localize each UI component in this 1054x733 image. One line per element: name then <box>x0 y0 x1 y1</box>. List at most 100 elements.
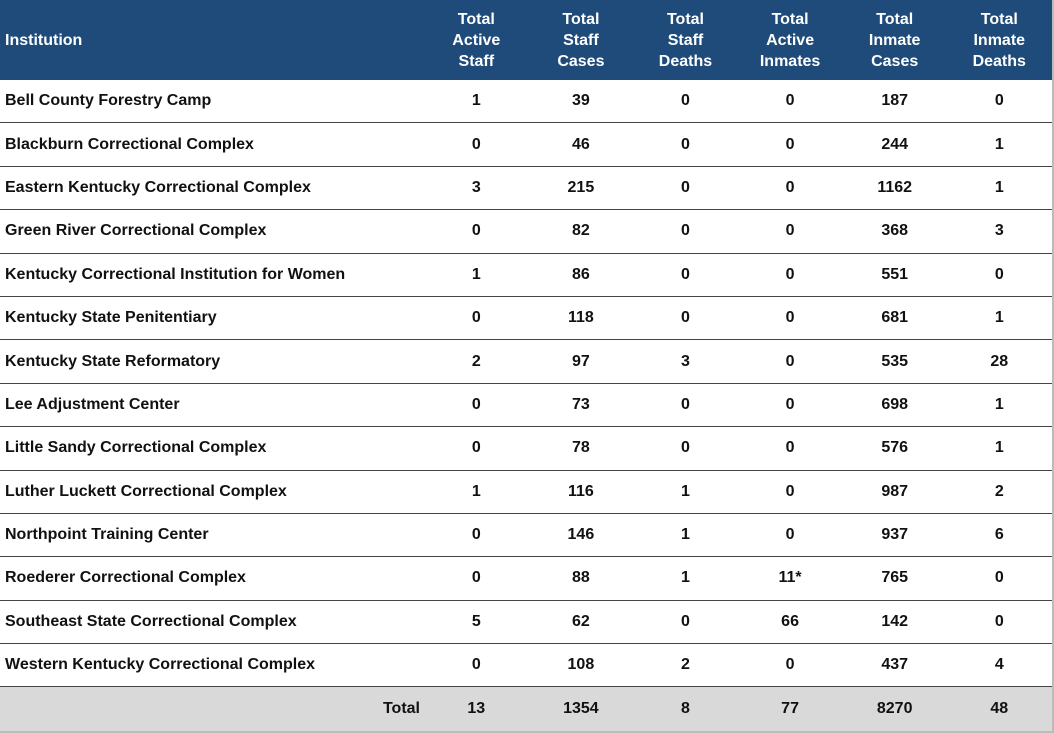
cell: 6 <box>994 526 1004 544</box>
cell: 39 <box>571 92 590 110</box>
header-text: Total <box>980 10 1018 28</box>
cell: 0 <box>785 135 795 153</box>
cell: 5 <box>471 612 481 630</box>
cell: Eastern Kentucky Correctional Complex <box>5 178 311 196</box>
cell: Luther Luckett Correctional Complex <box>5 482 287 500</box>
cell: 0 <box>681 439 690 457</box>
cell: Blackburn Correctional Complex <box>5 135 254 153</box>
cell: 987 <box>881 482 909 500</box>
table-row: Kentucky Correctional Institution for Wo… <box>0 254 1052 297</box>
cell: 0 <box>994 265 1004 283</box>
cell: 8 <box>681 700 690 718</box>
cell: 1 <box>994 439 1004 457</box>
cell: 146 <box>567 526 595 544</box>
cell: 4 <box>994 656 1004 674</box>
header-text: Deaths <box>972 52 1026 70</box>
cell: 0 <box>681 178 690 196</box>
cell: 0 <box>471 135 481 153</box>
header-text: Active <box>766 31 815 49</box>
header-text: Staff <box>667 31 704 49</box>
cell: 48 <box>990 700 1009 718</box>
cell: 3 <box>994 222 1004 240</box>
table-row: Northpoint Training Center 0 146 1 0 937 6 <box>0 514 1052 558</box>
cell: 1 <box>471 482 481 500</box>
cell: Bell County Forestry Camp <box>5 92 212 110</box>
cell: 1 <box>471 92 481 110</box>
cell: 0 <box>681 135 690 153</box>
cell: 0 <box>681 309 690 327</box>
cell: 66 <box>781 612 799 630</box>
cell: 0 <box>785 439 795 457</box>
table-row: Bell County Forestry Camp 1 39 0 0 187 0 <box>0 80 1052 124</box>
cell: 1 <box>681 526 690 544</box>
cell: 0 <box>681 92 690 110</box>
cell: 0 <box>785 656 795 674</box>
header-text: Total <box>457 10 495 28</box>
cell: 0 <box>785 265 795 283</box>
cell: 0 <box>785 395 795 413</box>
cell: 0 <box>471 656 481 674</box>
cell: 1 <box>994 309 1004 327</box>
cell: 0 <box>994 92 1004 110</box>
cell: 0 <box>785 178 795 196</box>
cell: 437 <box>881 656 909 674</box>
cell: Northpoint Training Center <box>5 526 209 544</box>
cell: Southeast State Correctional Complex <box>5 612 297 630</box>
cell: Kentucky State Penitentiary <box>5 309 217 327</box>
table-row: Green River Correctional Complex 0 82 0 0 368… <box>0 210 1052 254</box>
cell: 0 <box>471 569 481 587</box>
cell: 765 <box>881 569 909 587</box>
table-row: Little Sandy Correctional Complex 0 78 0 0 57… <box>0 427 1052 471</box>
cell: 62 <box>571 612 590 630</box>
cell: 46 <box>571 135 590 153</box>
cell: 535 <box>881 352 909 370</box>
cell: 244 <box>881 135 909 153</box>
header-cell: Institution <box>0 0 424 80</box>
cell: 1 <box>994 135 1004 153</box>
table-row: Kentucky State Reformatory 2 97 3 0 535 28 <box>0 340 1052 384</box>
cell: 2 <box>681 656 690 674</box>
cell: 3 <box>471 178 481 196</box>
cell: 2 <box>471 352 481 370</box>
table-row: Western Kentucky Correctional Complex 0 10… <box>0 644 1052 688</box>
cell: 86 <box>571 265 590 283</box>
cell: Western Kentucky Correctional Complex <box>5 656 316 674</box>
cell: 215 <box>567 178 595 196</box>
cell: 116 <box>567 482 594 500</box>
cell: 0 <box>471 309 481 327</box>
header-cell: Total Staff Cases <box>529 0 634 80</box>
cell: 1 <box>994 178 1004 196</box>
cell: 1 <box>681 569 690 587</box>
cell: 0 <box>785 309 795 327</box>
cell: Green River Correctional Complex <box>5 222 267 240</box>
table-row: Southeast State Correctional Complex 5 62 0… <box>0 601 1052 645</box>
cell: 0 <box>471 439 481 457</box>
table-row: Lee Adjustment Center 0 73 0 0 698 1 <box>0 384 1052 428</box>
cell: 0 <box>785 526 795 544</box>
cell: 0 <box>681 612 690 630</box>
cell: Total <box>382 700 420 718</box>
cell: 368 <box>881 222 909 240</box>
header-text: Total <box>666 10 704 28</box>
cell: 0 <box>785 352 795 370</box>
cell: 0 <box>785 482 795 500</box>
table-row: Eastern Kentucky Correctional Complex 3 21… <box>0 167 1052 211</box>
cell: 1354 <box>563 700 599 718</box>
table-row: Blackburn Correctional Complex 0 46 0 0 244 1 <box>0 123 1052 167</box>
cell: 1 <box>994 395 1004 413</box>
cell: Roederer Correctional Complex <box>5 569 246 587</box>
cell: Kentucky State Reformatory <box>5 352 221 370</box>
cell: 142 <box>881 612 909 630</box>
header-text: Staff <box>563 31 599 49</box>
cell: 0 <box>994 569 1004 587</box>
cell: 8270 <box>876 700 913 718</box>
cell: 82 <box>571 222 590 240</box>
header-cell: Total Inmate Deaths <box>947 0 1052 80</box>
cell: 1162 <box>877 178 913 196</box>
cell: 77 <box>781 700 799 718</box>
cell: 0 <box>471 222 481 240</box>
cell: 28 <box>990 352 1009 370</box>
cell: 698 <box>881 395 909 413</box>
cell: 88 <box>571 569 590 587</box>
